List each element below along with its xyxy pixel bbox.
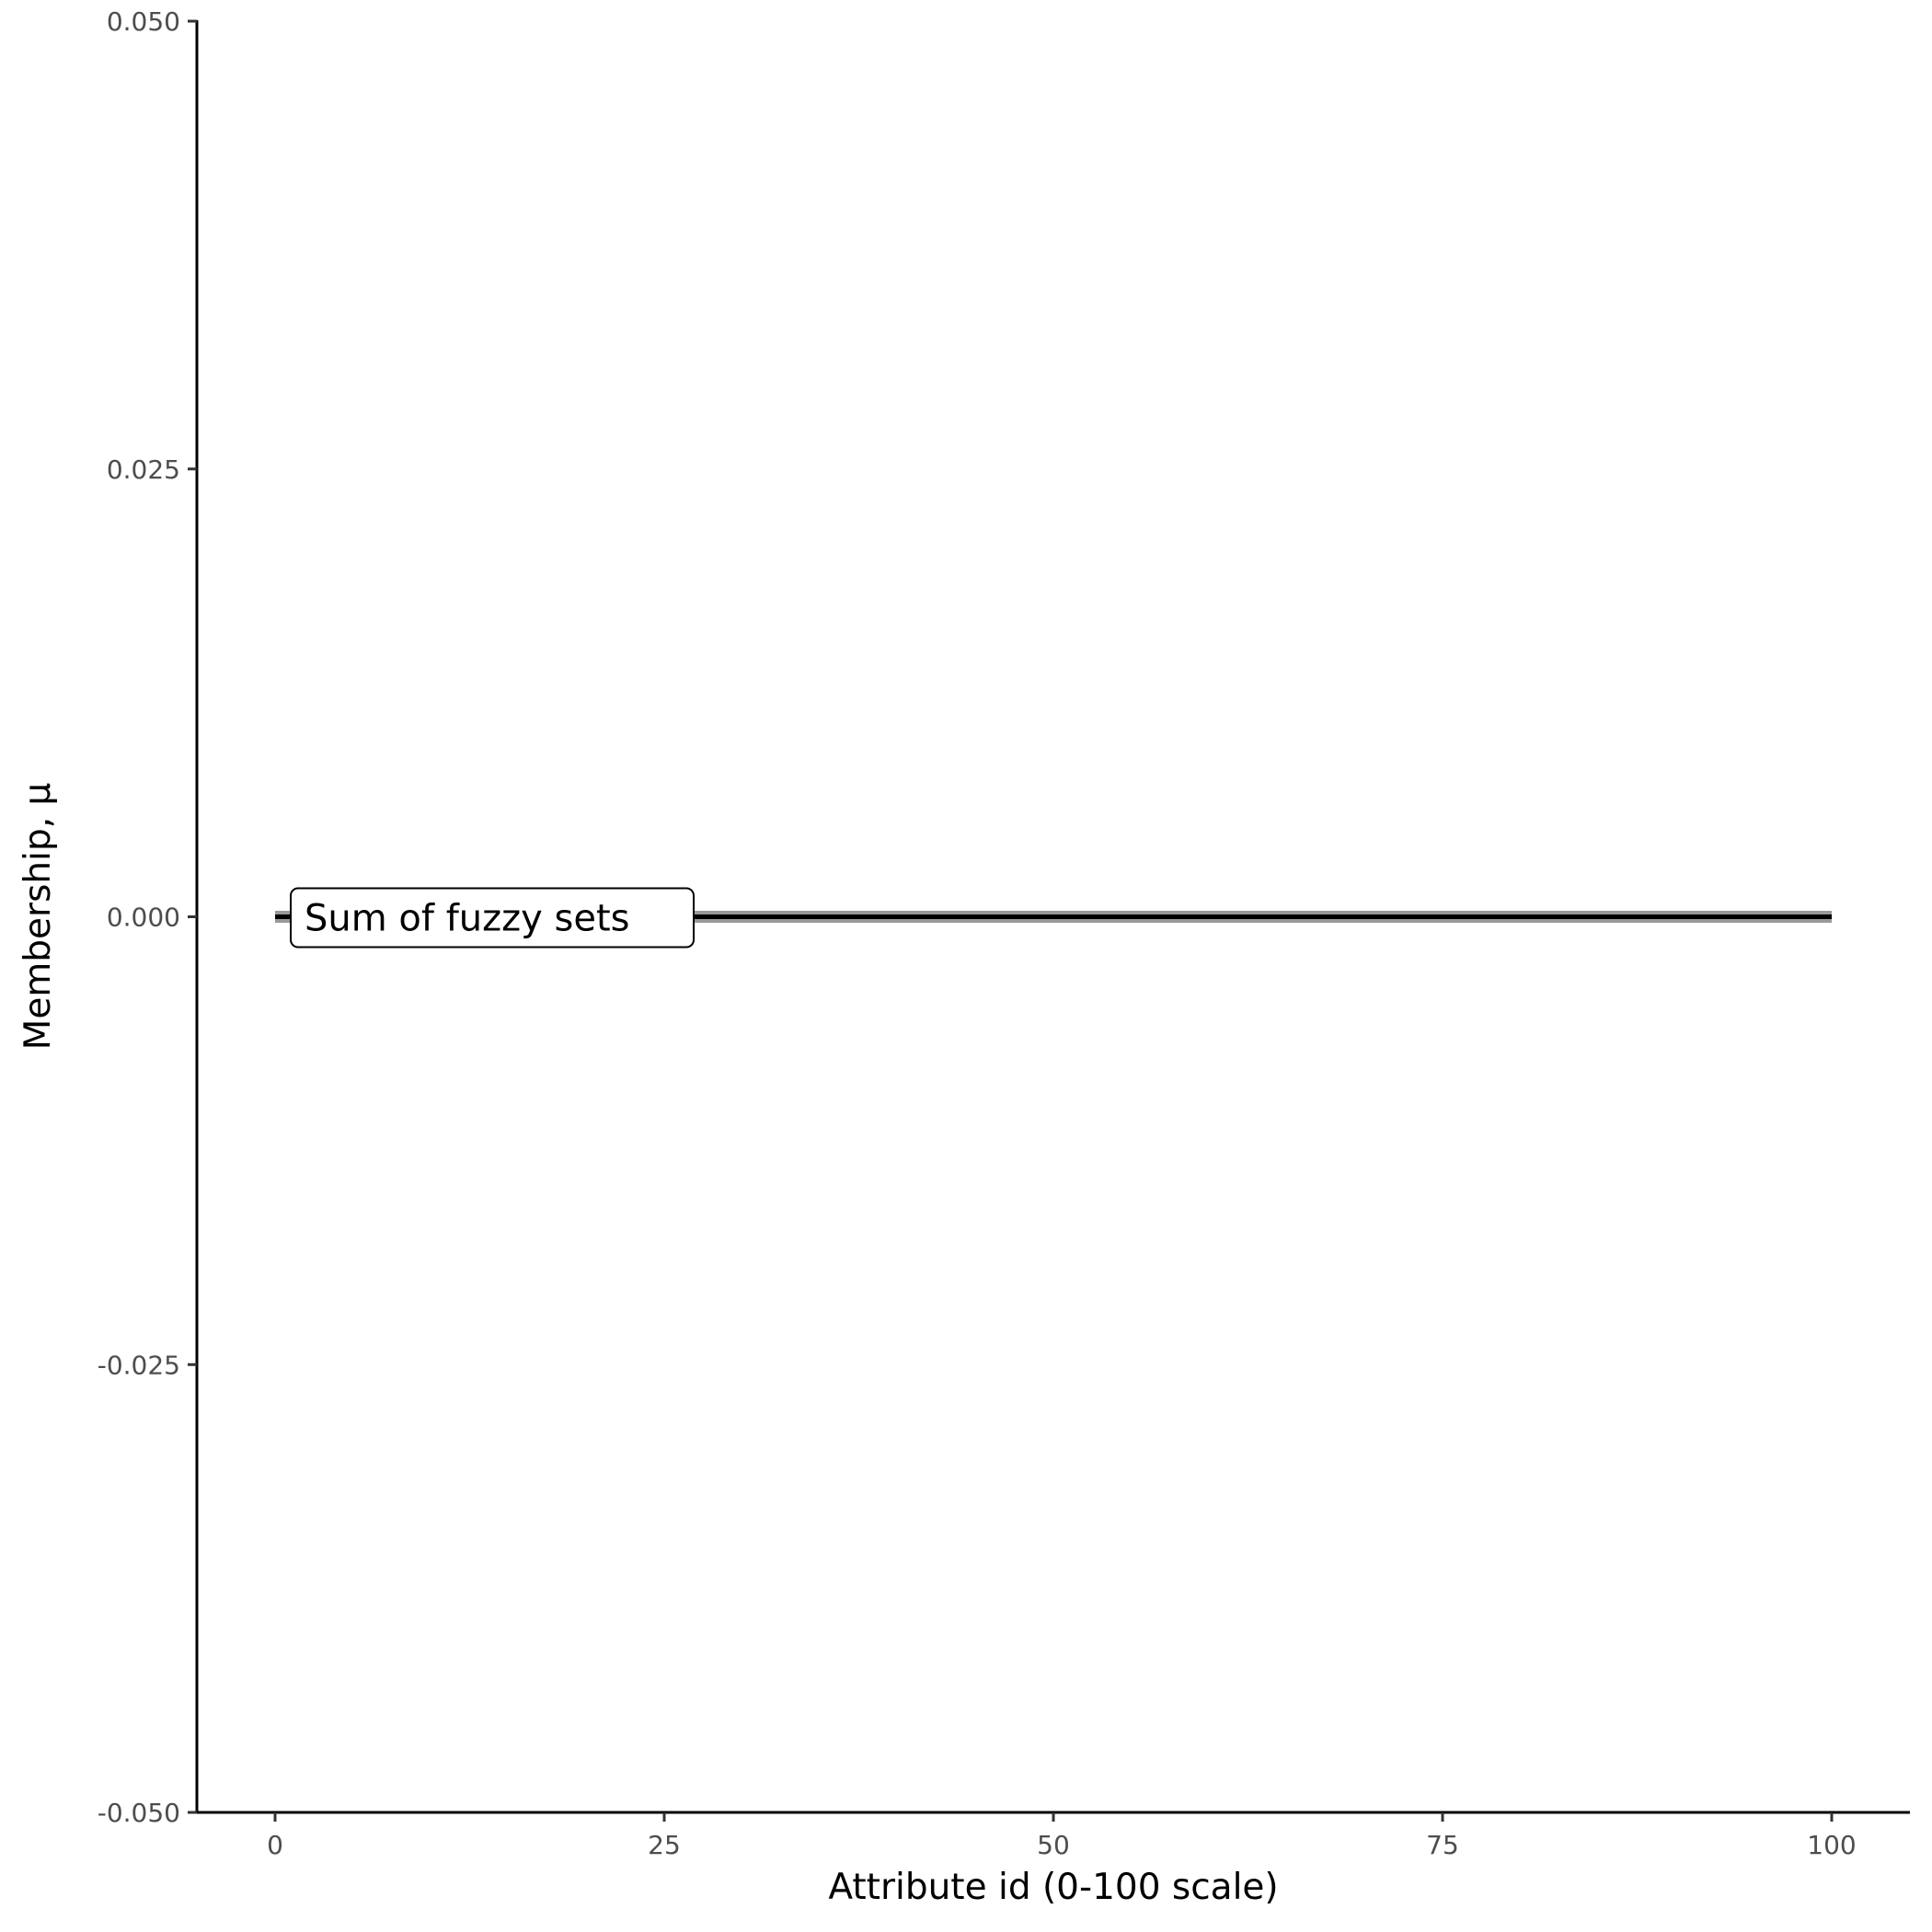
y-ticks: -0.050 -0.025 0.000 0.025 0.050 (98, 6, 197, 1828)
annotation-box (290, 887, 695, 949)
x-ticks: 0 25 50 75 100 (267, 1812, 1857, 1860)
x-axis-title: Attribute id (0-100 scale) (828, 1867, 1278, 1908)
y-tick-label: 0.025 (107, 454, 180, 485)
annotations: Sum of fuzzy sets (290, 887, 695, 949)
annotation-text: Sum of fuzzy sets (305, 898, 629, 940)
x-tick-label: 100 (1807, 1830, 1856, 1860)
x-tick-label: 0 (267, 1830, 283, 1860)
y-tick-label: -0.025 (98, 1350, 180, 1380)
y-tick-label: -0.050 (98, 1798, 180, 1828)
annotation-label: Sum of fuzzy sets (290, 887, 695, 949)
x-tick-label: 25 (648, 1830, 681, 1860)
y-axis-title: Membership, μ (17, 783, 59, 1051)
y-tick-label: 0.000 (107, 903, 180, 933)
x-tick-label: 50 (1037, 1830, 1070, 1860)
y-tick-label: 0.050 (107, 6, 180, 37)
x-tick-label: 75 (1426, 1830, 1459, 1860)
